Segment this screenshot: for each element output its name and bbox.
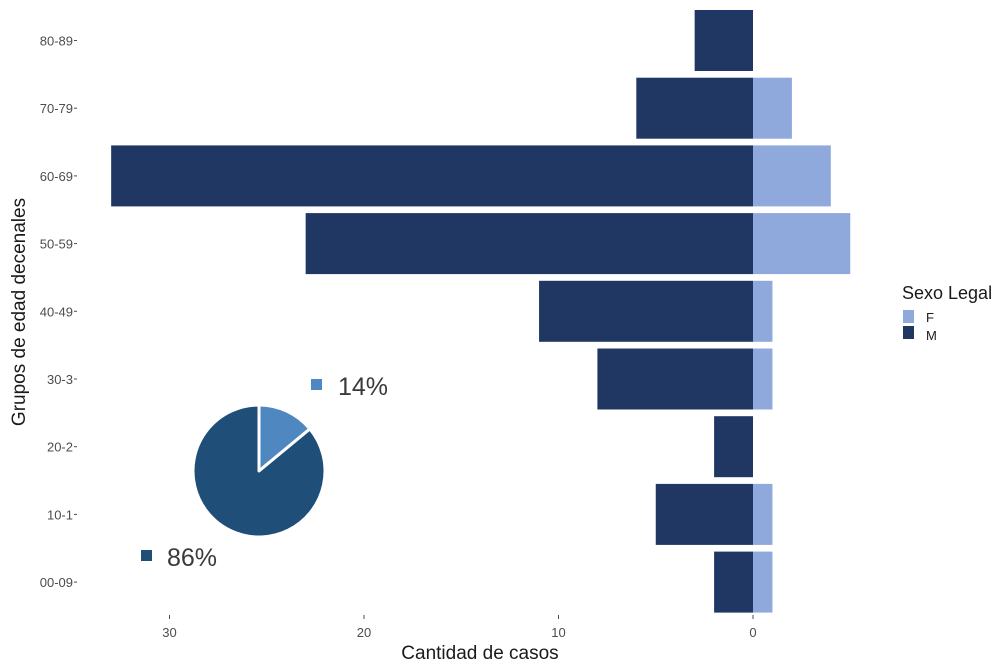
y-tick-label: 00-09	[40, 575, 73, 590]
bar-f-60-69	[753, 145, 831, 207]
bar-m-80-89	[694, 10, 753, 71]
pie-legend-swatch-large	[141, 550, 152, 561]
bar-f-30-39	[753, 348, 773, 410]
bar-f-10-19	[753, 483, 773, 545]
legend-swatch-f	[903, 310, 914, 323]
legend: Sexo Legal F M	[902, 283, 992, 343]
x-axis-title: Cantidad de casos	[401, 643, 558, 664]
pie-label-large: 86%	[167, 544, 217, 572]
bar-f-00-09	[753, 551, 773, 613]
bar-m-30-39	[597, 348, 753, 410]
legend-label-f: F	[926, 310, 934, 325]
y-axis-title: Grupos de edad decenales	[9, 198, 30, 426]
pie-legend-swatch-small	[311, 379, 322, 390]
x-tick-label: 20	[357, 625, 371, 640]
y-tick-label: 80-89	[40, 34, 73, 49]
bar-m-60-69	[111, 145, 753, 207]
y-tick-label: 50-59	[40, 237, 73, 252]
bar-m-10-19	[655, 483, 753, 545]
y-tick-label: 40-49	[40, 304, 73, 319]
legend-label-m: M	[926, 328, 937, 343]
bar-f-50-59	[753, 213, 851, 275]
y-tick-label: 70-79	[40, 101, 73, 116]
x-tick-layer: 30 20 10 0	[162, 615, 757, 640]
pie-slice-large	[191, 403, 327, 539]
bar-layer	[111, 10, 851, 613]
y-tick-label: 10-1	[47, 507, 73, 522]
bar-m-40-49	[539, 280, 753, 342]
y-tick-label: 30-3	[47, 372, 73, 387]
x-tick-label: 10	[551, 625, 565, 640]
y-tick-label: 60-69	[40, 169, 73, 184]
bar-f-70-79	[753, 77, 792, 139]
pie-chart	[191, 403, 327, 539]
pie-label-small: 14%	[338, 373, 388, 401]
bar-m-70-79	[636, 77, 753, 139]
y-tick-label: 20-2	[47, 440, 73, 455]
bar-m-20-29	[714, 416, 753, 478]
x-tick-label: 30	[162, 625, 176, 640]
legend-swatch-m	[903, 326, 914, 339]
bar-m-50-59	[305, 213, 753, 275]
x-tick-label: 0	[749, 625, 756, 640]
legend-title: Sexo Legal	[902, 283, 992, 303]
y-tick-layer: 00-09 10-1 20-2 30-3 40-49 50-59 60-69 70-79 80-…	[40, 34, 77, 590]
bar-m-00-09	[714, 551, 753, 613]
bar-f-40-49	[753, 280, 773, 342]
